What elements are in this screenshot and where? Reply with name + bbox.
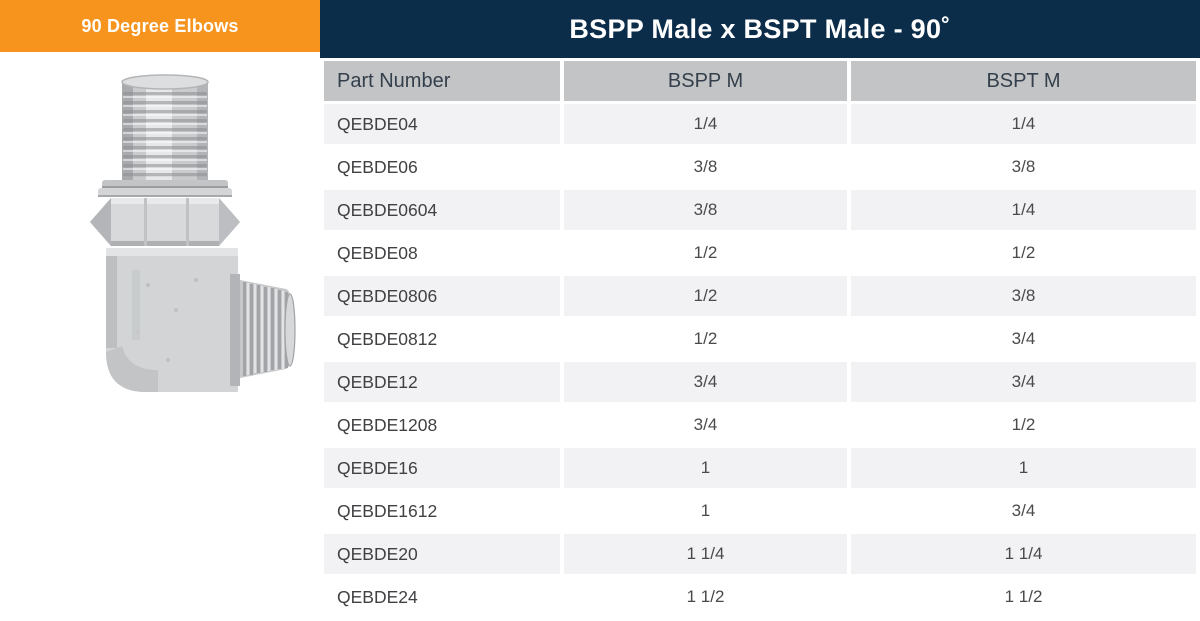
bspp-cell: 1/2 xyxy=(564,276,847,316)
bspp-cell: 1 1/4 xyxy=(564,534,847,574)
table-row: QEBDE06 3/8 3/8 xyxy=(324,147,1196,187)
bspt-cell: 1 1/4 xyxy=(851,534,1196,574)
part-number-cell: QEBDE24 xyxy=(324,577,560,617)
product-panel: 90 Degree Elbows xyxy=(0,0,320,621)
bspt-cell: 3/8 xyxy=(851,276,1196,316)
bspt-cell: 1/4 xyxy=(851,104,1196,144)
part-number-cell: QEBDE16 xyxy=(324,448,560,488)
bspt-cell: 1/2 xyxy=(851,233,1196,273)
bspt-cell: 1 xyxy=(851,448,1196,488)
part-number-cell: QEBDE06 xyxy=(324,147,560,187)
washer xyxy=(98,180,232,197)
part-number-cell: QEBDE04 xyxy=(324,104,560,144)
bspt-cell: 3/4 xyxy=(851,319,1196,359)
table-row: QEBDE0604 3/8 1/4 xyxy=(324,190,1196,230)
table-row: QEBDE12 3/4 3/4 xyxy=(324,362,1196,402)
bspt-thread xyxy=(230,274,296,386)
part-number-cell: QEBDE0806 xyxy=(324,276,560,316)
spec-table: Part Number BSPP M BSPT M QEBDE04 1/4 1/… xyxy=(320,58,1200,620)
part-number-cell: QEBDE08 xyxy=(324,233,560,273)
part-number-cell: QEBDE20 xyxy=(324,534,560,574)
bspp-cell: 1/2 xyxy=(564,233,847,273)
bspp-cell: 3/4 xyxy=(564,405,847,445)
table-row: QEBDE0812 1/2 3/4 xyxy=(324,319,1196,359)
product-image xyxy=(48,70,296,422)
bspt-cell: 1 1/2 xyxy=(851,577,1196,617)
bspp-cell: 1 1/2 xyxy=(564,577,847,617)
bspt-cell: 3/4 xyxy=(851,362,1196,402)
category-tab-label: 90 Degree Elbows xyxy=(81,15,239,36)
bspp-cell: 3/8 xyxy=(564,190,847,230)
column-header-bspp-m: BSPP M xyxy=(564,61,847,101)
spec-section: BSPP Male x BSPT Male - 90˚ Part Number … xyxy=(320,0,1200,621)
bspt-cell: 3/8 xyxy=(851,147,1196,187)
part-number-cell: QEBDE1208 xyxy=(324,405,560,445)
part-number-cell: QEBDE0604 xyxy=(324,190,560,230)
bspt-cell: 1/4 xyxy=(851,190,1196,230)
category-tab[interactable]: 90 Degree Elbows xyxy=(0,0,320,52)
hex-nut xyxy=(90,198,240,246)
bspp-stud xyxy=(121,74,209,180)
elbow-fitting-icon xyxy=(90,74,296,392)
table-row: QEBDE1612 1 3/4 xyxy=(324,491,1196,531)
table-row: QEBDE16 1 1 xyxy=(324,448,1196,488)
bspp-cell: 1 xyxy=(564,448,847,488)
bspp-cell: 1/2 xyxy=(564,319,847,359)
table-row: QEBDE08 1/2 1/2 xyxy=(324,233,1196,273)
table-row: QEBDE1208 3/4 1/2 xyxy=(324,405,1196,445)
table-row: QEBDE04 1/4 1/4 xyxy=(324,104,1196,144)
bspp-cell: 1/4 xyxy=(564,104,847,144)
column-header-bspt-m: BSPT M xyxy=(851,61,1196,101)
bspt-cell: 1/2 xyxy=(851,405,1196,445)
bspt-cell: 3/4 xyxy=(851,491,1196,531)
table-header-row: Part Number BSPP M BSPT M xyxy=(324,61,1196,101)
part-number-cell: QEBDE1612 xyxy=(324,491,560,531)
page-title: BSPP Male x BSPT Male - 90˚ xyxy=(569,13,951,44)
title-bar: BSPP Male x BSPT Male - 90˚ xyxy=(320,0,1200,58)
table-row: QEBDE20 1 1/4 1 1/4 xyxy=(324,534,1196,574)
column-header-part-number: Part Number xyxy=(324,61,560,101)
table-row: QEBDE0806 1/2 3/8 xyxy=(324,276,1196,316)
bspp-cell: 1 xyxy=(564,491,847,531)
bspp-cell: 3/4 xyxy=(564,362,847,402)
elbow-body xyxy=(106,248,238,392)
table-row: QEBDE24 1 1/2 1 1/2 xyxy=(324,577,1196,617)
part-number-cell: QEBDE0812 xyxy=(324,319,560,359)
part-number-cell: QEBDE12 xyxy=(324,362,560,402)
bspp-cell: 3/8 xyxy=(564,147,847,187)
